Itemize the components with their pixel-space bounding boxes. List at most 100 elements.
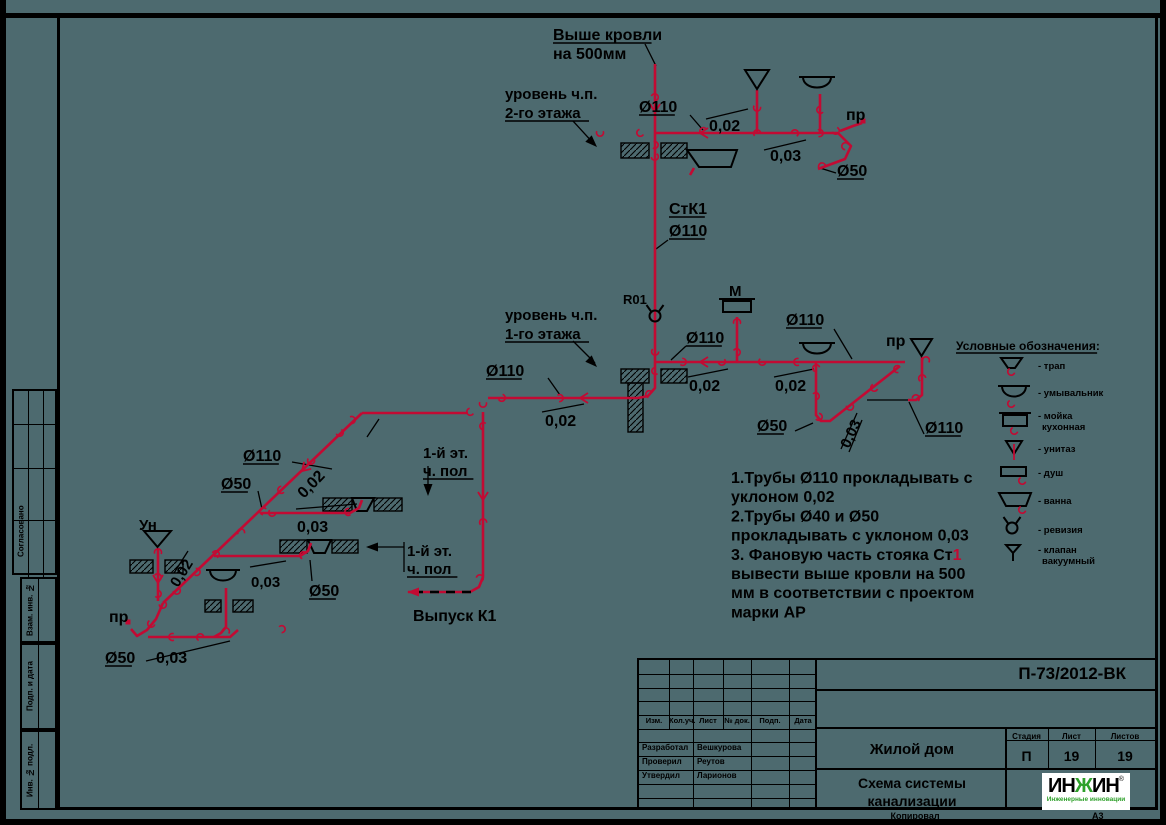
pipe xyxy=(130,602,165,638)
diagram-label: ч. пол xyxy=(423,463,467,480)
pipe xyxy=(814,362,901,423)
pipe-joint xyxy=(652,140,659,150)
pipe-joint xyxy=(816,105,824,115)
cleanout-dot xyxy=(860,118,866,124)
leader-line xyxy=(773,368,815,378)
sheet-title-line1: Схема системы xyxy=(858,775,966,791)
diagram-label: пр xyxy=(109,609,129,626)
diagram-label: Ø110 xyxy=(639,99,677,116)
drain-hook xyxy=(1010,426,1019,435)
slab-opening xyxy=(306,539,333,554)
pipe xyxy=(908,357,924,402)
legend-label: кухонная xyxy=(1042,422,1085,433)
note-line: 3. Фановую часть стояка Ст1 xyxy=(731,547,962,564)
flow-arrow xyxy=(649,103,661,114)
pipe-joint xyxy=(831,126,840,135)
leader-line xyxy=(249,560,287,568)
leader-line xyxy=(655,239,669,250)
leader-line xyxy=(257,490,263,510)
pipe-joint xyxy=(478,401,488,408)
floor-slab-hatch xyxy=(232,599,254,613)
flow-arrow xyxy=(698,356,709,368)
side-box-podp: Подп. и дата xyxy=(20,643,57,730)
sheets-label: Листов xyxy=(1110,732,1140,741)
pipe-joint xyxy=(236,528,246,535)
legend-label: - умывальник xyxy=(1038,388,1104,399)
leader-line xyxy=(295,503,358,510)
diagram-label: Ø110 xyxy=(686,330,724,347)
pipe-joint xyxy=(793,357,800,367)
pipe-joint xyxy=(812,364,821,373)
diagram-label: 0,02 xyxy=(709,118,740,135)
floor-slab-hatch xyxy=(660,368,688,384)
pipe-joint xyxy=(153,548,163,555)
diagram-label: Ø110 xyxy=(669,223,707,240)
legend-label: - душ xyxy=(1038,468,1063,479)
pipe-joint xyxy=(299,551,308,560)
note-line: 2.Трубы Ø40 и Ø50 xyxy=(731,508,879,525)
pipe-joint xyxy=(651,366,659,376)
leader-line xyxy=(763,139,807,151)
bath-symbol xyxy=(685,149,739,168)
pipe-joint xyxy=(221,627,231,635)
diagram-label: М xyxy=(729,283,742,300)
diagram-label: 2-го этажа xyxy=(505,105,581,122)
pipe-joint xyxy=(344,507,351,517)
flow-arrow xyxy=(300,461,312,473)
outer-border-bottom xyxy=(0,819,1166,825)
diagram-label: Ø50 xyxy=(105,650,135,667)
legend-label: вакуумный xyxy=(1042,556,1095,567)
pipe xyxy=(817,132,853,171)
bath-icon xyxy=(997,492,1033,507)
logo-text: ИНЖИН xyxy=(1048,775,1120,797)
pipe-joint xyxy=(893,364,900,374)
washbasin-icon xyxy=(802,342,832,355)
toilet-icon xyxy=(909,338,934,358)
note-line: 1.Трубы Ø110 прокладывать с xyxy=(731,470,973,487)
pipe-joint xyxy=(349,415,356,425)
pipe-joint xyxy=(466,407,474,417)
sheet-label: Лист xyxy=(1062,732,1081,741)
note-line: уклоном 0,02 xyxy=(731,489,835,506)
pipe-joint xyxy=(306,458,316,465)
stage-label: Стадия xyxy=(1012,732,1041,741)
revision-col-header: № док. xyxy=(724,716,750,725)
diagram-label: Ø110 xyxy=(486,363,524,380)
pipe-joint xyxy=(478,518,488,526)
drawing-frame xyxy=(57,14,1158,810)
pipe-joint xyxy=(168,632,175,642)
pipe-joint xyxy=(870,383,879,393)
floor-drain-icon xyxy=(999,357,1024,369)
pipe-joint xyxy=(154,589,162,599)
floor-slab-hatch xyxy=(620,142,650,159)
revision-icon xyxy=(657,304,665,313)
diagram-label: 0,03 xyxy=(251,574,280,591)
pipe-joint xyxy=(475,574,485,582)
diagram-label: 0,03 xyxy=(156,650,187,667)
diagram-label: 1-й эт. xyxy=(407,543,452,560)
pipe-joint xyxy=(650,93,659,102)
flow-arrow xyxy=(152,574,164,585)
drain-hook xyxy=(1007,399,1016,408)
pipe-joint xyxy=(841,141,849,151)
floor-slab-hatch xyxy=(129,559,154,574)
leader-line xyxy=(819,167,837,174)
signature-role: Утвердил xyxy=(642,771,680,780)
sheet-title-line2: канализации xyxy=(867,793,957,809)
note-line: вывести выше кровли на 500 xyxy=(731,566,965,583)
sheet-value: 19 xyxy=(1063,748,1080,764)
floor-slab-hatch xyxy=(373,497,403,512)
pipe-joint xyxy=(636,128,645,138)
leader-line xyxy=(173,550,189,574)
pipe-joint xyxy=(917,374,927,382)
kitchen-sink-icon xyxy=(722,300,752,313)
leader-line xyxy=(644,43,657,67)
washbasin-icon xyxy=(209,569,237,582)
vacuum-valve-icon xyxy=(1003,544,1023,555)
side-box-vzam: Взам. инв. № xyxy=(20,577,57,643)
pipe-joint xyxy=(815,412,823,422)
format-label: А3 xyxy=(1092,811,1104,821)
diagram-label: 0,02 xyxy=(689,378,720,395)
revision-icon xyxy=(648,309,662,323)
note-line: марки АР xyxy=(731,604,806,621)
